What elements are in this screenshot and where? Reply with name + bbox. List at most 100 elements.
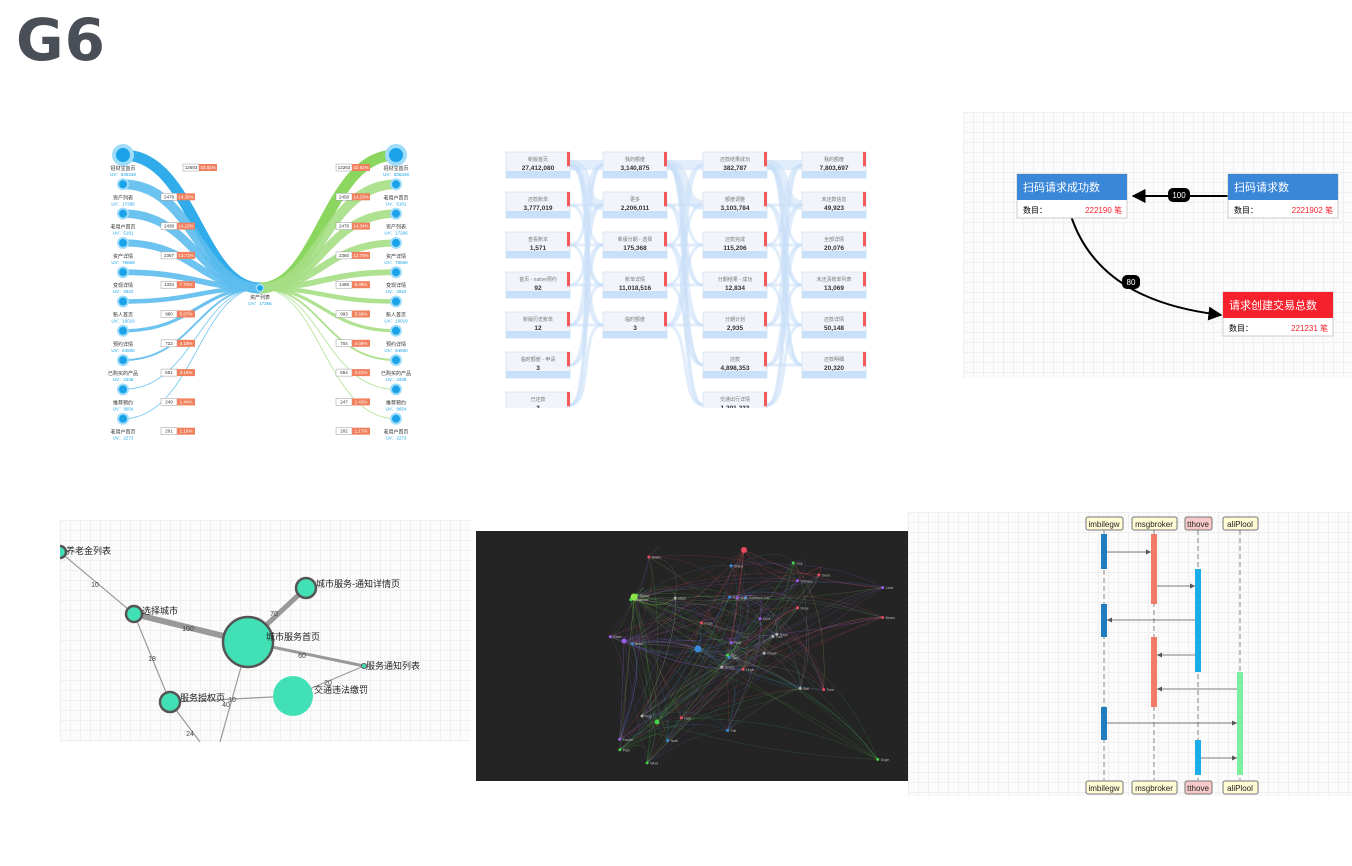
sankey-tree-thumbnail[interactable]: 招财宝首页 UV：836348 12693 33.81% 资产列表 UV：17266 247… xyxy=(80,118,426,448)
sankey-node-label: 新人首页 xyxy=(386,312,406,319)
network-edge xyxy=(619,596,635,750)
network-node xyxy=(729,641,733,645)
network-graph-thumbnail[interactable]: Hope Jonathan Tom Fourth Tour Hall Guy Common C… xyxy=(476,531,951,781)
funnel-node: 已还款 3 xyxy=(505,391,571,408)
network-node-label: Door xyxy=(763,617,771,621)
network-edge xyxy=(764,652,801,689)
network-edge xyxy=(737,592,798,608)
sankey-edge-value: 2476 xyxy=(339,224,350,229)
network-edge xyxy=(633,596,676,606)
network-edge xyxy=(636,595,878,760)
network-node xyxy=(608,635,612,639)
sankey-edge-value: 2367 xyxy=(164,253,175,258)
activation-bar xyxy=(1101,534,1107,569)
network-edge xyxy=(729,591,798,608)
actor-label: aliPlool xyxy=(1227,784,1253,793)
svg-text:2221902 笔: 2221902 笔 xyxy=(1292,205,1333,215)
force-node xyxy=(221,615,275,669)
flowchart-thumbnail[interactable]: 100 80 扫码请求成功数 数目： 222190 笔 扫码请求数 数目： 22… xyxy=(963,112,1352,378)
sankey-node-label: 变现详情 xyxy=(386,282,406,289)
network-node xyxy=(735,596,739,600)
force-edge xyxy=(133,613,171,703)
network-edge xyxy=(632,607,798,644)
network-node-label: Park xyxy=(623,748,630,752)
network-edge xyxy=(619,721,658,741)
svg-text:还款结果成功: 还款结果成功 xyxy=(720,156,750,163)
network-edge xyxy=(681,562,794,718)
sankey-node xyxy=(385,144,407,166)
svg-text:全部详情: 全部详情 xyxy=(824,236,844,243)
network-node-label: Hall xyxy=(684,716,690,720)
network-node xyxy=(647,555,651,559)
sequence-diagram-thumbnail[interactable]: imbilegw msgbroker tthove aliPlool xyxy=(908,512,1352,796)
network-edge xyxy=(729,572,819,598)
network-edge xyxy=(623,556,650,642)
sankey-edge-pct: 7.72% xyxy=(180,282,193,287)
network-edge xyxy=(742,580,798,670)
actor-label: msgbroker xyxy=(1135,520,1173,529)
sankey-node xyxy=(117,236,129,249)
network-edge xyxy=(610,636,878,760)
network-edge xyxy=(623,617,883,642)
network-edge xyxy=(636,595,699,650)
network-edge xyxy=(763,562,795,654)
network-edge xyxy=(764,617,883,654)
funnel-flow xyxy=(666,163,704,327)
network-edge xyxy=(648,555,798,581)
actor-box xyxy=(1184,516,1213,531)
activation-bar xyxy=(1151,637,1157,707)
funnel-flow xyxy=(569,323,604,407)
force-edge-label: 10 xyxy=(228,697,236,704)
network-edge xyxy=(656,597,730,723)
network-node xyxy=(817,573,821,577)
network-edge xyxy=(675,597,744,670)
network-edge xyxy=(636,595,728,656)
flow-node-success[interactable]: 扫码请求成功数 数目： 222190 笔 xyxy=(1016,173,1128,219)
network-node-label: Grace xyxy=(725,666,735,670)
force-node-label: 城市服务首页 xyxy=(266,631,320,642)
sankey-edge-pct: 1.16% xyxy=(180,429,193,434)
flowchart-graph: 100 80 扫码请求成功数 数目： 222190 笔 扫码请求数 数目： 22… xyxy=(1016,173,1339,337)
network-edge xyxy=(667,666,722,741)
svg-text:92: 92 xyxy=(534,285,542,292)
network-node xyxy=(744,596,748,600)
g6-logo[interactable]: G6 xyxy=(16,6,106,74)
network-edge xyxy=(727,607,798,656)
network-edge xyxy=(743,617,883,670)
network-edge xyxy=(632,641,722,668)
sankey-node xyxy=(390,266,402,279)
sankey-edge-value: 201 xyxy=(165,429,173,434)
network-edge xyxy=(610,635,722,668)
network-node xyxy=(728,595,732,599)
sankey-node-label: 资产列表 xyxy=(113,194,133,201)
network-node xyxy=(725,653,729,657)
flow-node-request[interactable]: 扫码请求数 数目： 2221902 笔 xyxy=(1227,173,1339,219)
actor-label: tthove xyxy=(1187,784,1209,793)
network-edge xyxy=(776,587,883,635)
svg-text:1,201,233: 1,201,233 xyxy=(721,405,750,408)
network-node xyxy=(775,632,779,636)
force-graph-thumbnail[interactable]: 10 100 70 60 18 20 10 40 24 养老金列表 选择城市 城… xyxy=(60,520,470,742)
network-edge xyxy=(623,574,819,642)
sankey-edge-pct: 4.08% xyxy=(355,341,368,346)
network-edge xyxy=(619,640,625,740)
actor-box xyxy=(1085,516,1124,531)
network-edge xyxy=(648,556,730,598)
force-edge-label: 24 xyxy=(186,731,194,738)
network-edge xyxy=(731,580,798,643)
network-edge xyxy=(619,598,676,740)
force-node xyxy=(361,663,367,669)
flow-node-create-trade[interactable]: 请求创建交易总数 数目： 221231 笔 xyxy=(1222,291,1334,337)
network-edge xyxy=(656,574,820,723)
network-edge xyxy=(727,618,761,731)
svg-text:数目：: 数目： xyxy=(1229,323,1253,333)
sankey-node xyxy=(390,178,402,191)
network-edge xyxy=(623,597,730,642)
svg-text:11,018,516: 11,018,516 xyxy=(619,285,652,292)
sankey-edge xyxy=(259,286,397,333)
funnel-flow-thumbnail[interactable]: 新版首页 27,412,080 还款账单 3,777,019 查看账本 1,571 首页 -… xyxy=(500,140,876,408)
funnel-node: 额度调整 3,103,784 xyxy=(702,191,768,219)
network-node-label: Note xyxy=(671,739,678,743)
network-edge xyxy=(646,549,745,763)
network-edge xyxy=(667,597,738,741)
